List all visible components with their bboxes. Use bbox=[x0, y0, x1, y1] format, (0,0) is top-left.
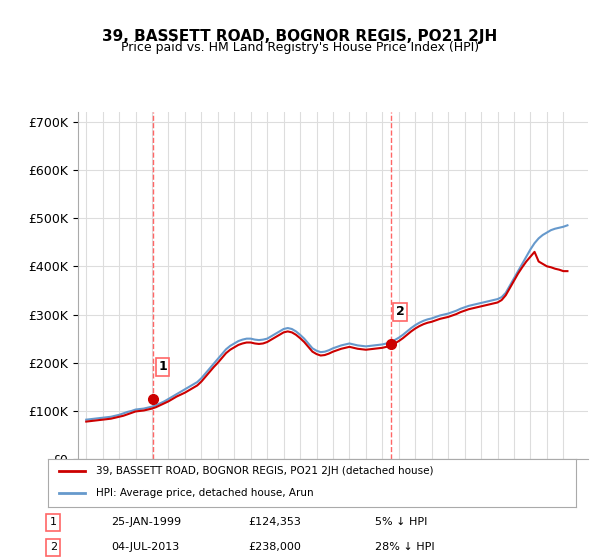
Text: HPI: Average price, detached house, Arun: HPI: Average price, detached house, Arun bbox=[95, 488, 313, 497]
Text: 2: 2 bbox=[50, 543, 57, 552]
Text: £124,353: £124,353 bbox=[248, 517, 302, 527]
Text: 25-JAN-1999: 25-JAN-1999 bbox=[112, 517, 181, 527]
Text: 5% ↓ HPI: 5% ↓ HPI bbox=[376, 517, 428, 527]
Text: £238,000: £238,000 bbox=[248, 543, 302, 552]
Text: Price paid vs. HM Land Registry's House Price Index (HPI): Price paid vs. HM Land Registry's House … bbox=[121, 41, 479, 54]
Text: 2: 2 bbox=[395, 306, 404, 319]
Text: 39, BASSETT ROAD, BOGNOR REGIS, PO21 2JH: 39, BASSETT ROAD, BOGNOR REGIS, PO21 2JH bbox=[103, 29, 497, 44]
Text: 04-JUL-2013: 04-JUL-2013 bbox=[112, 543, 179, 552]
Text: 1: 1 bbox=[158, 360, 167, 374]
Text: 1: 1 bbox=[50, 517, 57, 527]
Text: 39, BASSETT ROAD, BOGNOR REGIS, PO21 2JH (detached house): 39, BASSETT ROAD, BOGNOR REGIS, PO21 2JH… bbox=[95, 466, 433, 476]
Text: 28% ↓ HPI: 28% ↓ HPI bbox=[376, 543, 435, 552]
